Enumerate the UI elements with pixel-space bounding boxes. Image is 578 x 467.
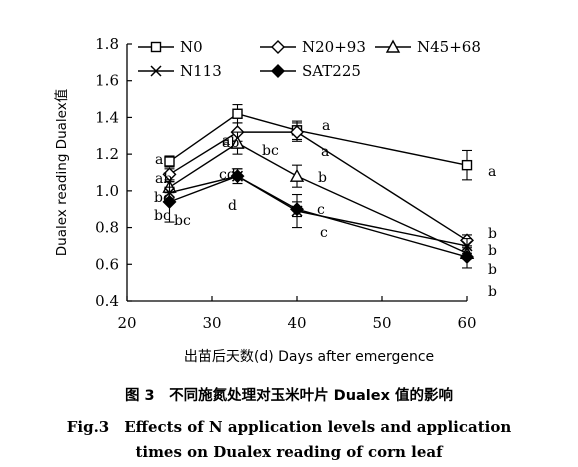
significance-label: cd: [219, 167, 236, 183]
legend-item-n113: N113: [138, 62, 222, 80]
y-tick-label: 1.4: [95, 108, 119, 126]
x-tick-label: 50: [372, 314, 391, 332]
legend-item-n0: N0: [138, 38, 203, 56]
data-point-marker: [289, 168, 305, 182]
x-tick-label: 20: [117, 314, 136, 332]
significance-label: ab: [222, 135, 239, 151]
y-tick-label: 1.2: [95, 145, 119, 163]
significance-label: a: [322, 118, 330, 134]
data-point-marker: [164, 156, 175, 167]
data-point-marker: [290, 125, 304, 140]
significance-label: bc: [174, 213, 191, 229]
significance-label: bc: [154, 208, 171, 224]
y-tick-label: 0.4: [95, 292, 119, 310]
figure-caption-english-line2: times on Dualex reading of corn leaf: [135, 443, 443, 461]
chart: 0.4 0.6 0.8 1.0 1.2 1.4 1.6 1.8 20 30 40 50 60 出苗后天数(…: [54, 35, 497, 365]
significance-label: b: [318, 170, 327, 186]
series-n45-68: [162, 131, 475, 260]
data-point-marker: [271, 40, 285, 54]
data-point-marker: [150, 41, 162, 53]
data-point-marker: [290, 202, 304, 217]
series-line: [169, 131, 468, 242]
significance-label: b: [488, 262, 497, 278]
series-line: [169, 142, 468, 254]
significance-label: ab: [155, 171, 172, 187]
figure-caption-english-line1: Fig.3 Effects of N application levels an…: [66, 418, 512, 436]
y-tick-label: 1.8: [95, 35, 119, 53]
data-point-marker: [385, 39, 401, 53]
significance-label: b: [488, 226, 497, 242]
x-tick-label: 40: [287, 314, 306, 332]
data-point-marker: [230, 169, 245, 184]
series-sat225: [162, 168, 474, 269]
significance-label: bc: [154, 190, 171, 206]
y-tick-label: 0.8: [95, 219, 119, 237]
significance-label: a: [222, 133, 230, 149]
data-point-marker: [461, 159, 473, 171]
data-point-marker: [271, 64, 285, 78]
legend-label: N45+68: [417, 38, 481, 56]
legend-label: SAT225: [302, 62, 361, 80]
x-tick-label: 60: [457, 314, 476, 332]
significance-label: a: [321, 144, 329, 160]
x-axis-title: 出苗后天数(d) Days after emergence: [184, 349, 434, 365]
data-point-marker: [150, 65, 162, 77]
y-tick-label: 0.6: [95, 255, 119, 273]
series-line: [169, 112, 468, 166]
significance-label: c: [317, 202, 325, 218]
data-point-marker: [460, 249, 474, 264]
series-line: [169, 175, 468, 247]
significance-label: a: [488, 164, 496, 180]
figure-caption-chinese: 图 3 不同施氮处理对玉米叶片 Dualex 值的影响: [124, 388, 454, 404]
legend-label: N113: [180, 62, 222, 80]
y-tick-label: 1.0: [95, 182, 119, 200]
significance-label: a: [155, 152, 163, 168]
legend-item-n45-68: N45+68: [375, 38, 481, 56]
legend-item-n20-93: N20+93: [260, 38, 366, 56]
data-point-marker: [162, 194, 177, 209]
significance-label: b: [488, 243, 497, 259]
significance-label: d: [228, 198, 237, 214]
significance-label: bc: [262, 143, 279, 159]
legend-label: N0: [180, 38, 203, 56]
data-point-marker: [232, 108, 243, 119]
x-tick-label: 30: [202, 314, 221, 332]
legend-item-sat225: SAT225: [260, 62, 361, 80]
y-axis-title: Dualex reading Dualex值: [54, 89, 70, 256]
data-point-marker: [230, 135, 245, 149]
significance-label: c: [320, 225, 328, 241]
y-tick-label: 1.6: [95, 72, 119, 90]
legend-label: N20+93: [302, 38, 366, 56]
significance-label: b: [488, 284, 497, 300]
series-line: [169, 175, 468, 258]
series-n0: [164, 104, 473, 181]
